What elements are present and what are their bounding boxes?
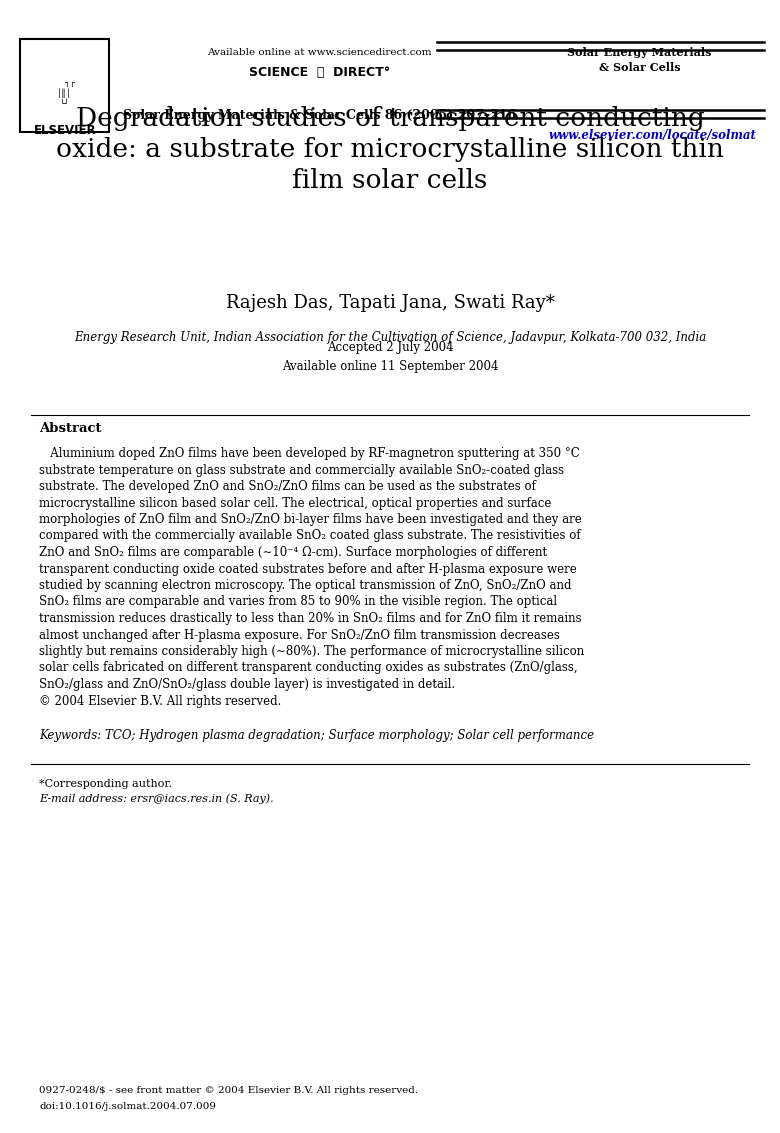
Text: transparent conducting oxide coated substrates before and after H-plasma exposur: transparent conducting oxide coated subs… bbox=[39, 562, 576, 576]
Text: solar cells fabricated on different transparent conducting oxides as substrates : solar cells fabricated on different tran… bbox=[39, 662, 578, 674]
Text: Available online at www.sciencedirect.com: Available online at www.sciencedirect.co… bbox=[207, 48, 432, 57]
Text: SnO₂/glass and ZnO/SnO₂/glass double layer) is investigated in detail.: SnO₂/glass and ZnO/SnO₂/glass double lay… bbox=[39, 678, 456, 691]
Text: studied by scanning electron microscopy. The optical transmission of ZnO, SnO₂/Z: studied by scanning electron microscopy.… bbox=[39, 579, 572, 593]
Text: www.elsevier.com/locate/solmat: www.elsevier.com/locate/solmat bbox=[548, 129, 757, 142]
Text: 0927-0248/$ - see front matter © 2004 Elsevier B.V. All rights reserved.: 0927-0248/$ - see front matter © 2004 El… bbox=[39, 1087, 418, 1094]
Text: Abstract: Abstract bbox=[39, 421, 101, 435]
Text: morphologies of ZnO film and SnO₂/ZnO bi-layer films have been investigated and : morphologies of ZnO film and SnO₂/ZnO bi… bbox=[39, 513, 582, 526]
Text: ELSEVIER: ELSEVIER bbox=[34, 123, 96, 137]
Text: substrate. The developed ZnO and SnO₂/ZnO films can be used as the substrates of: substrate. The developed ZnO and SnO₂/Zn… bbox=[39, 480, 536, 493]
Text: microcrystalline silicon based solar cell. The electrical, optical properties an: microcrystalline silicon based solar cel… bbox=[39, 496, 551, 510]
Text: *Corresponding author.: *Corresponding author. bbox=[39, 780, 172, 789]
Bar bbox=[20, 40, 109, 133]
Text: SCIENCE  ⓓ  DIRECT°: SCIENCE ⓓ DIRECT° bbox=[250, 66, 390, 79]
Text: doi:10.1016/j.solmat.2004.07.009: doi:10.1016/j.solmat.2004.07.009 bbox=[39, 1102, 216, 1111]
Text: ZnO and SnO₂ films are comparable (∼10⁻⁴ Ω-cm). Surface morphologies of differen: ZnO and SnO₂ films are comparable (∼10⁻⁴… bbox=[39, 546, 547, 559]
Text: ┐┌
│║│
└┘: ┐┌ │║│ └┘ bbox=[55, 78, 75, 108]
Text: Solar Energy Materials & Solar Cells 86 (2005) 207–216: Solar Energy Materials & Solar Cells 86 … bbox=[123, 109, 516, 122]
Text: almost unchanged after H-plasma exposure. For SnO₂/ZnO film transmission decreas: almost unchanged after H-plasma exposure… bbox=[39, 629, 560, 641]
Text: E-mail address: ersr@iacs.res.in (S. Ray).: E-mail address: ersr@iacs.res.in (S. Ray… bbox=[39, 793, 274, 804]
Text: Keywords: TCO; Hydrogen plasma degradation; Surface morphology; Solar cell perfo: Keywords: TCO; Hydrogen plasma degradati… bbox=[39, 729, 594, 742]
Text: SnO₂ films are comparable and varies from 85 to 90% in the visible region. The o: SnO₂ films are comparable and varies fro… bbox=[39, 596, 557, 608]
Text: Accepted 2 July 2004
Available online 11 September 2004: Accepted 2 July 2004 Available online 11… bbox=[282, 341, 498, 373]
Text: © 2004 Elsevier B.V. All rights reserved.: © 2004 Elsevier B.V. All rights reserved… bbox=[39, 695, 282, 707]
Text: Energy Research Unit, Indian Association for the Cultivation of Science, Jadavpu: Energy Research Unit, Indian Association… bbox=[74, 331, 706, 344]
Text: Degradation studies of transparent conducting
oxide: a substrate for microcrysta: Degradation studies of transparent condu… bbox=[56, 107, 724, 193]
Text: Solar Energy Materials
& Solar Cells: Solar Energy Materials & Solar Cells bbox=[567, 48, 712, 73]
Text: Rajesh Das, Tapati Jana, Swati Ray*: Rajesh Das, Tapati Jana, Swati Ray* bbox=[225, 293, 555, 312]
Text: slightly but remains considerably high (∼80%). The performance of microcrystalli: slightly but remains considerably high (… bbox=[39, 645, 584, 658]
Text: Aluminium doped ZnO films have been developed by RF-magnetron sputtering at 350 : Aluminium doped ZnO films have been deve… bbox=[39, 448, 580, 460]
Text: substrate temperature on glass substrate and commercially available SnO₂-coated : substrate temperature on glass substrate… bbox=[39, 463, 564, 477]
Text: compared with the commercially available SnO₂ coated glass substrate. The resist: compared with the commercially available… bbox=[39, 529, 580, 543]
Text: transmission reduces drastically to less than 20% in SnO₂ films and for ZnO film: transmission reduces drastically to less… bbox=[39, 612, 582, 625]
